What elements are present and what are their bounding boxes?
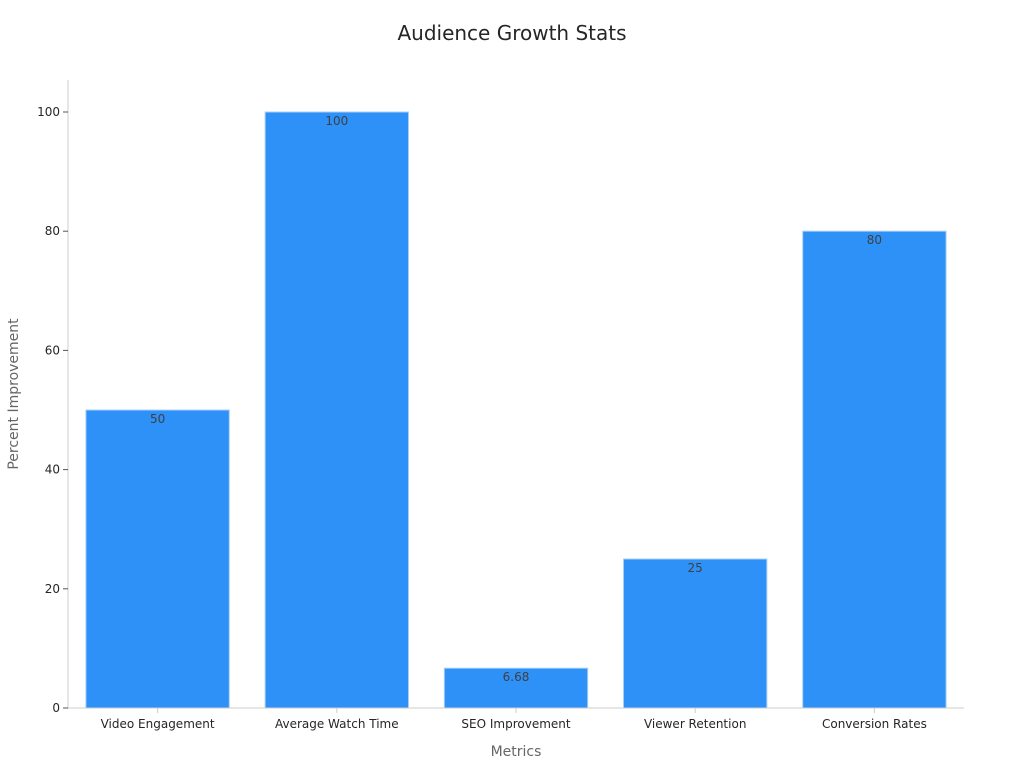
chart-title: Audience Growth Stats bbox=[397, 21, 626, 45]
x-tick-label: Average Watch Time bbox=[275, 717, 399, 731]
bars-layer bbox=[85, 111, 947, 709]
bar-seo-improvement bbox=[443, 667, 589, 709]
data-label: 100 bbox=[325, 114, 348, 128]
x-tick-label: Conversion Rates bbox=[822, 717, 927, 731]
y-tick-label: 60 bbox=[45, 343, 60, 357]
y-tick-label: 100 bbox=[37, 105, 60, 119]
x-tick-label: SEO Improvement bbox=[461, 717, 570, 731]
y-tick-label: 0 bbox=[52, 701, 60, 715]
y-ticks-layer: 0 20 40 60 80 100 bbox=[37, 105, 68, 715]
data-label: 6.68 bbox=[503, 670, 530, 684]
data-labels-layer: 50 100 6.68 25 80 bbox=[150, 114, 882, 684]
x-tick-label: Video Engagement bbox=[101, 717, 215, 731]
x-ticks-layer: Video Engagement Average Watch Time SEO Im… bbox=[101, 708, 927, 731]
data-label: 25 bbox=[688, 561, 703, 575]
bar-conversion-rates bbox=[802, 230, 947, 709]
y-tick-label: 80 bbox=[45, 224, 60, 238]
y-axis-label: Percent Improvement bbox=[6, 318, 22, 470]
bar-viewer-retention bbox=[623, 558, 768, 709]
data-label: 80 bbox=[867, 233, 882, 247]
bar-average-watch-time bbox=[264, 111, 409, 709]
bar-video-engagement bbox=[85, 409, 230, 709]
y-tick-label: 40 bbox=[45, 463, 60, 477]
x-axis-label: Metrics bbox=[491, 744, 542, 760]
x-tick-label: Viewer Retention bbox=[644, 717, 746, 731]
data-label: 50 bbox=[150, 412, 165, 426]
y-tick-label: 20 bbox=[45, 582, 60, 596]
